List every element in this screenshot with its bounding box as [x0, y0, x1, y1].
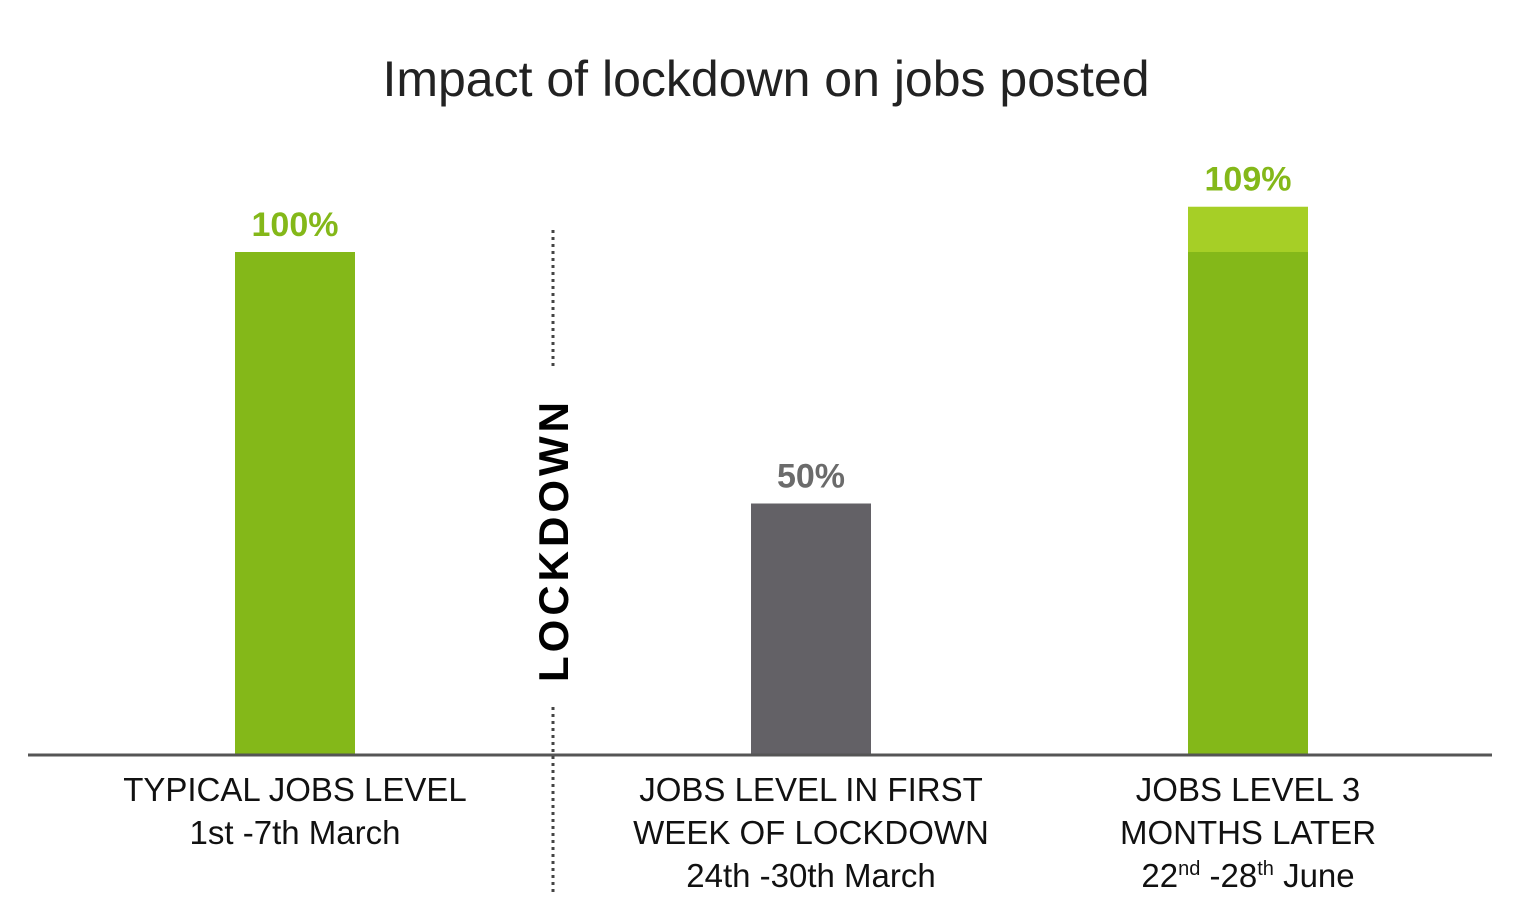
bar: [235, 252, 355, 755]
category-label-line: TYPICAL JOBS LEVEL: [123, 771, 467, 808]
category-label-line: JOBS LEVEL IN FIRST: [639, 771, 983, 808]
data-label: 109%: [1205, 161, 1292, 199]
category-label-line: 24th -30th March: [686, 857, 936, 894]
category-label: JOBS LEVEL 3 MONTHS LATER 22nd -28th June: [1038, 768, 1458, 897]
category-label-line: 1st -7th March: [189, 814, 401, 851]
category-label-line: JOBS LEVEL 3: [1135, 771, 1361, 808]
bar-excess: [1188, 206, 1308, 252]
chart-title: Impact of lockdown on jobs posted: [382, 51, 1149, 107]
data-label: 50%: [777, 458, 845, 496]
bar: [751, 503, 871, 755]
lockdown-annotation: LOCKDOWN: [530, 398, 577, 682]
category-label: TYPICAL JOBS LEVEL 1st -7th March: [85, 768, 505, 854]
category-label-line: MONTHS LATER: [1119, 814, 1377, 851]
category-label-line: WEEK OF LOCKDOWN: [633, 814, 989, 851]
category-label: JOBS LEVEL IN FIRST WEEK OF LOCKDOWN 24th …: [601, 768, 1021, 897]
data-label: 100%: [252, 206, 339, 244]
category-label-line: 22nd -28th June: [1141, 857, 1355, 894]
bar: [1188, 252, 1308, 755]
bars-group: 100% 50% 109%: [235, 161, 1308, 755]
